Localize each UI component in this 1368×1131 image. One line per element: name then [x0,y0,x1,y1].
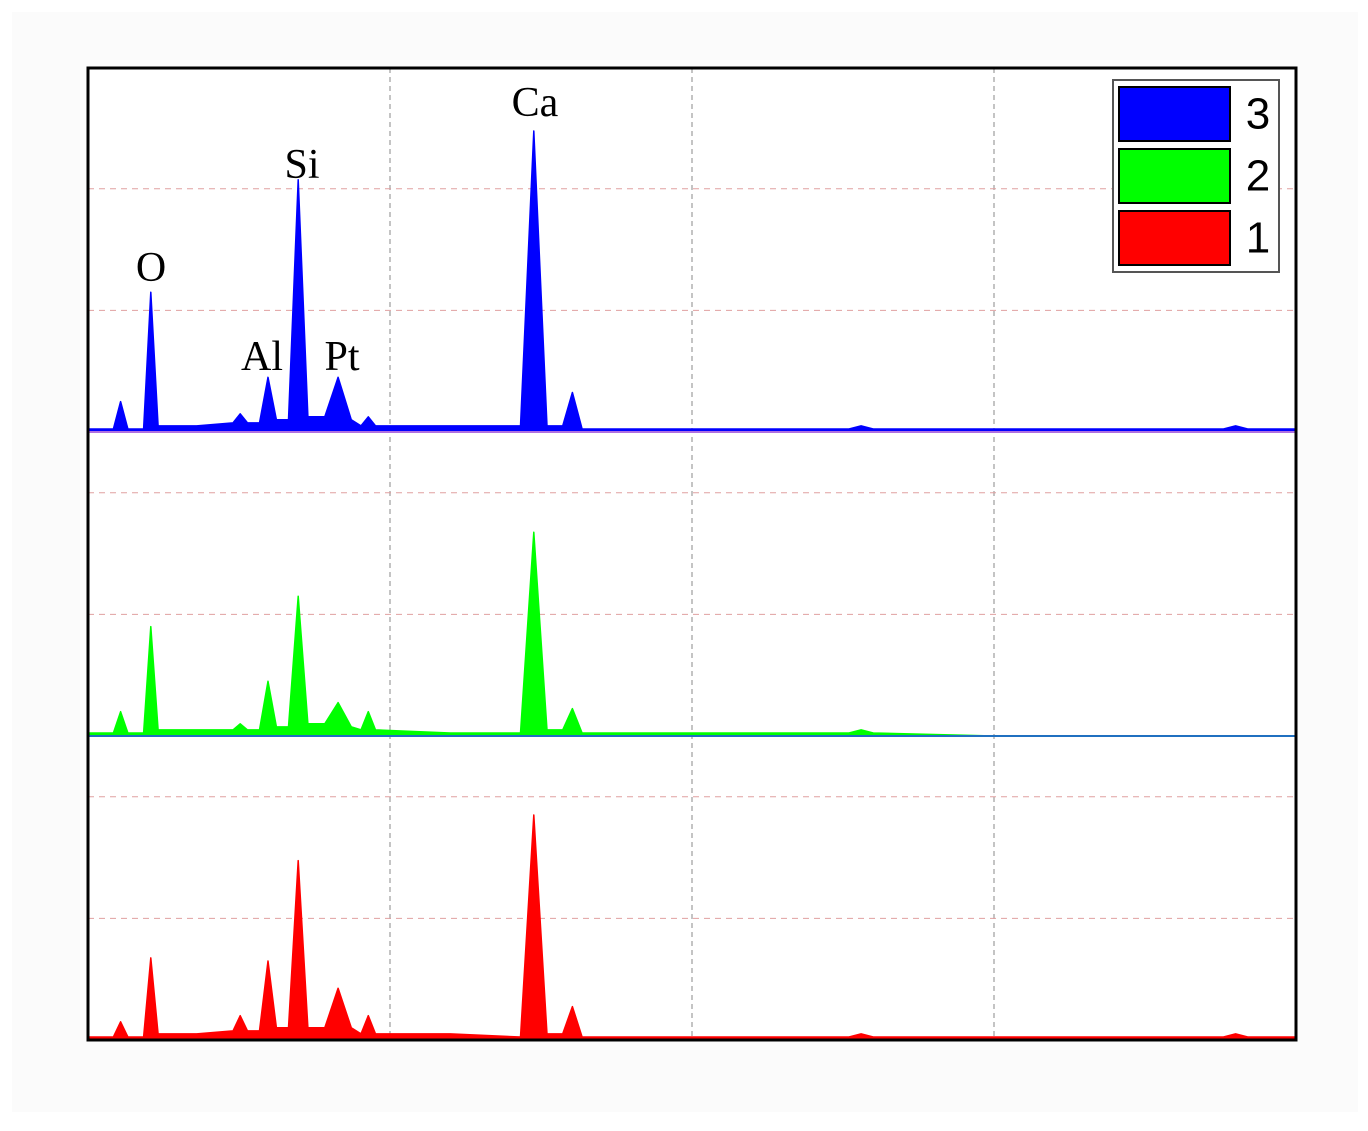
legend-swatch [1118,148,1231,204]
spectrum [87,814,1297,1041]
peak-label: Al [241,334,283,380]
peak-label: Ca [512,80,559,126]
spectrum [87,130,1297,433]
peak-label: O [136,245,166,291]
plot-frame [86,66,1298,1042]
spectrum [87,531,1297,737]
peak-label: Pt [324,334,359,380]
legend-label: 2 [1246,152,1270,201]
legend-label: 3 [1246,90,1270,139]
legend-swatch [1118,86,1231,142]
legend: 1 2 3 [1112,79,1280,273]
legend-label: 1 [1246,214,1270,263]
peak-label: Si [284,142,319,188]
legend-swatch [1118,210,1231,266]
